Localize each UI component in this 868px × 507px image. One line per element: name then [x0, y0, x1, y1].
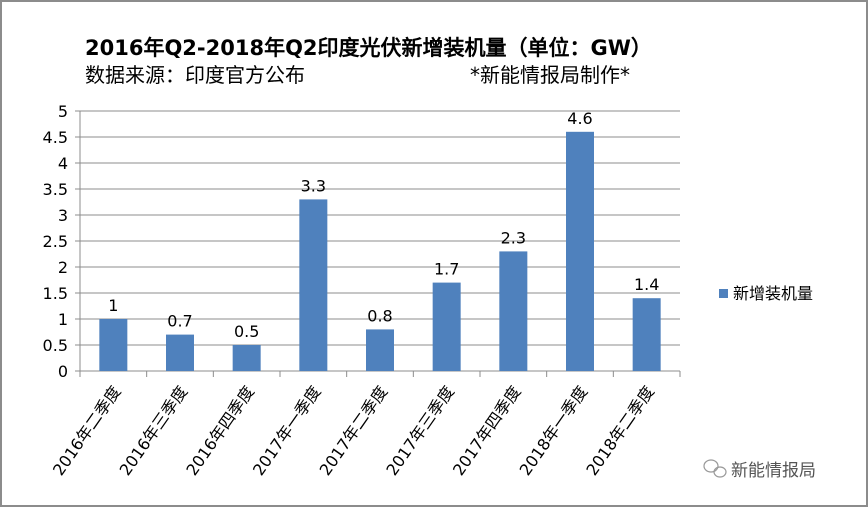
bar: [632, 298, 661, 371]
watermark: 新能情报局: [703, 459, 816, 481]
bar: [432, 282, 461, 371]
bar: [99, 319, 128, 371]
chart-subtitle-source: 数据来源：印度官方公布: [85, 63, 305, 87]
y-tick-label: 3: [58, 206, 68, 225]
data-label: 4.6: [567, 109, 592, 128]
data-label: 2.3: [501, 228, 526, 247]
y-tick-label: 0: [58, 362, 68, 381]
x-tick-label: 2017年三季度: [382, 382, 458, 479]
data-label: 0.7: [167, 312, 192, 331]
y-tick-label: 2: [58, 258, 68, 277]
bar: [499, 251, 528, 371]
x-tick-label: 2017年四季度: [449, 382, 525, 479]
legend: 新增装机量: [719, 284, 813, 303]
watermark-text: 新能情报局: [731, 461, 816, 481]
x-tick-label: 2017年二季度: [316, 382, 392, 479]
data-label: 3.3: [301, 176, 326, 195]
y-tick-label: 2.5: [43, 232, 68, 251]
chart-subtitle-credit: *新能情报局制作*: [470, 63, 630, 87]
data-label: 1.7: [434, 260, 459, 279]
y-tick-label: 3.5: [43, 180, 68, 199]
chart-title: 2016年Q2-2018年Q2印度光伏新增装机量（单位：GW）: [85, 36, 652, 60]
bar: [232, 345, 261, 371]
bar: [166, 334, 194, 371]
data-label: 0.5: [234, 322, 259, 341]
x-tick-label: 2018年二季度: [582, 382, 658, 479]
legend-swatch: [719, 289, 728, 298]
x-tick-label: 2016年四季度: [182, 382, 258, 479]
bar: [299, 199, 328, 371]
bar: [366, 329, 394, 371]
x-tick-label: 2016年二季度: [49, 382, 125, 479]
y-tick-label: 4: [58, 154, 68, 173]
y-tick-label: 1.5: [43, 284, 68, 303]
bar: [566, 131, 594, 371]
y-tick-label: 5: [58, 102, 68, 121]
y-tick-label: 1: [58, 310, 68, 329]
legend-label: 新增装机量: [733, 284, 813, 303]
x-tick-label: 2018年一季度: [516, 382, 592, 479]
data-label: 0.8: [367, 306, 392, 325]
y-tick-label: 0.5: [43, 336, 68, 355]
wechat-icon: [703, 459, 727, 478]
data-label: 1.4: [634, 275, 659, 294]
x-tick-label: 2016年三季度: [116, 382, 192, 479]
data-label: 1: [108, 296, 118, 315]
x-tick-label: 2017年一季度: [249, 382, 325, 479]
y-tick-label: 4.5: [43, 128, 68, 147]
